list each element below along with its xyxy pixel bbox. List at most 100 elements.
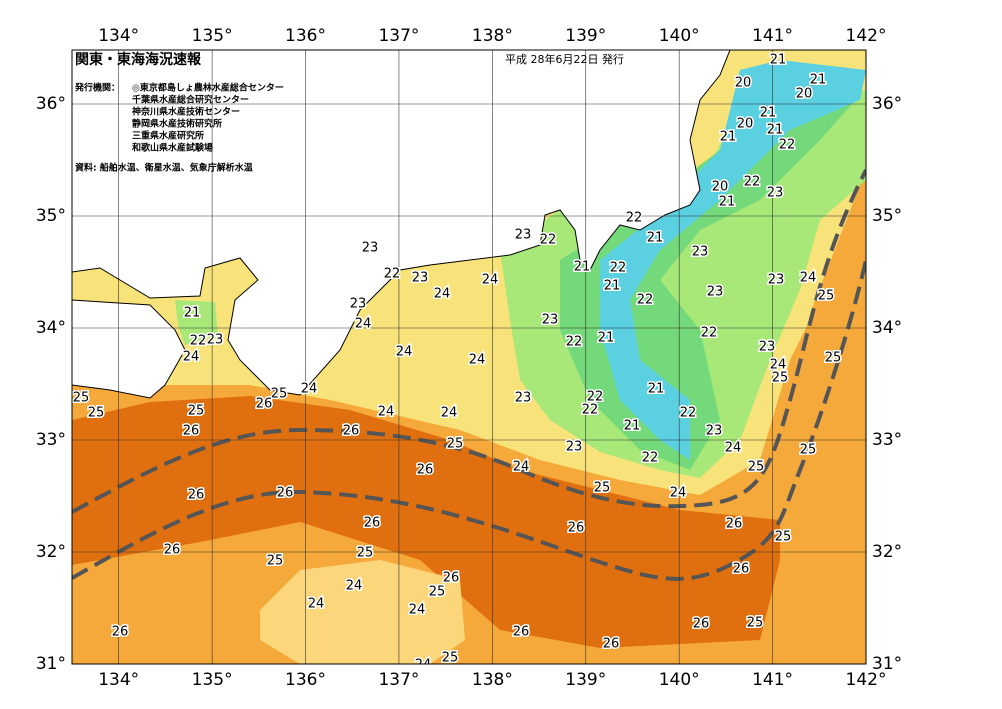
contour-label: 23 [767, 186, 784, 201]
sea-dark-orange [72, 396, 780, 648]
contour-label: 21 [604, 279, 621, 294]
contour-label: 24 [396, 345, 413, 360]
contour-label: 23 [515, 391, 532, 406]
lat-label: 36° [872, 94, 902, 114]
contour-label: 26 [733, 562, 750, 577]
kuroshio-south-edge [72, 259, 866, 581]
contour-label: 22 [637, 293, 654, 308]
contour-label: 26 [693, 617, 710, 632]
lat-label: 32° [872, 542, 902, 562]
contour-label: 25 [188, 404, 205, 419]
lon-label: 140° [659, 670, 700, 690]
contour-label: 26 [277, 486, 294, 501]
lon-label: 138° [472, 26, 513, 46]
contour-label: 24 [770, 358, 787, 373]
contour-label: 22 [190, 334, 207, 349]
contour-label: 20 [712, 180, 729, 195]
sea-cyan [600, 60, 866, 460]
contour-label: 25 [747, 616, 764, 631]
contour-label: 24 [355, 317, 372, 332]
channel-water [175, 300, 218, 345]
contour-label: 26 [726, 517, 743, 532]
lon-label: 136° [285, 670, 326, 690]
contour-label: 23 [207, 333, 224, 348]
sea-orange-east [760, 170, 866, 664]
contour-label: 26 [603, 637, 620, 652]
contour-label: 22 [582, 403, 599, 418]
contour-label: 24 [441, 406, 458, 421]
contour-label: 25 [772, 371, 789, 386]
lon-label: 134° [98, 670, 139, 690]
contour-label: 24 [670, 486, 687, 501]
contour-label: 23 [542, 313, 559, 328]
contour-label: 22 [642, 451, 659, 466]
frame [71, 49, 867, 665]
contour-label: 26 [364, 516, 381, 531]
contour-label: 24 [301, 382, 318, 397]
contour-label: 24 [469, 353, 486, 368]
contour-label: 26 [343, 424, 360, 439]
contour-label: 25 [594, 481, 611, 496]
issue-date: 平成 28年6月22日 発行 [505, 52, 624, 66]
contour-label: 26 [568, 521, 585, 536]
contour-label: 25 [267, 554, 284, 569]
contour-label: 25 [88, 406, 105, 421]
contour-label: 21 [648, 382, 665, 397]
lon-label: 142° [846, 26, 887, 46]
contour-label: 22 [587, 390, 604, 405]
contour-label: 25 [447, 437, 464, 452]
title: 関東・東海海況速報 [75, 51, 202, 68]
contour-label: 25 [429, 585, 446, 600]
contour-label: 24 [183, 350, 200, 365]
issuer-label: 発行機関： [74, 82, 120, 94]
contour-label: 25 [357, 546, 374, 561]
contour-label: 22 [779, 138, 796, 153]
lon-label: 135° [192, 26, 233, 46]
contour-label: 22 [701, 326, 718, 341]
issuer: 静岡県水産技術研究所 [132, 118, 222, 130]
contour-label: 22 [610, 261, 627, 276]
contour-label: 23 [566, 440, 583, 455]
lat-label: 36° [36, 94, 66, 114]
contour-label: 20 [737, 117, 754, 132]
land [72, 50, 731, 396]
lat-label: 34° [36, 318, 66, 338]
contour-label: 22 [384, 267, 401, 282]
contour-label: 21 [647, 231, 664, 246]
contour-label: 22 [744, 175, 761, 190]
contour-label: 24 [434, 287, 451, 302]
contour-label: 26 [443, 571, 460, 586]
contour-label: 24 [409, 603, 426, 618]
contour-label: 25 [800, 443, 817, 458]
grid [72, 50, 866, 664]
contour-label: 26 [256, 397, 273, 412]
contour-label: 23 [412, 271, 429, 286]
contour-label: 24 [800, 271, 817, 286]
lat-label: 31° [872, 654, 902, 674]
contour-label: 26 [417, 463, 434, 478]
contour-label: 22 [680, 406, 697, 421]
contour-label: 26 [188, 488, 205, 503]
lat-label: 33° [872, 430, 902, 450]
contour-label: 22 [540, 233, 557, 248]
contour-label: 21 [574, 260, 591, 275]
contour-label: 23 [515, 228, 532, 243]
shikoku [72, 299, 186, 399]
lon-label: 136° [285, 26, 326, 46]
lat-label: 34° [872, 318, 902, 338]
contour-label: 23 [706, 424, 723, 439]
contour-label: 26 [513, 625, 530, 640]
contour-label: 23 [692, 245, 709, 260]
lat-label: 35° [36, 206, 66, 226]
contour-label: 25 [748, 460, 765, 475]
contour-label: 23 [759, 340, 776, 355]
contour-label: 24 [482, 273, 499, 288]
lon-label: 138° [472, 670, 513, 690]
contour-label: 21 [719, 195, 736, 210]
tick-labels: 134° 134° 135° 135° 136° 136° 137° 137° 138° 138°… [36, 26, 902, 690]
contour-label: 25 [271, 387, 288, 402]
lat-label: 31° [36, 654, 66, 674]
contour-label: 21 [598, 331, 615, 346]
